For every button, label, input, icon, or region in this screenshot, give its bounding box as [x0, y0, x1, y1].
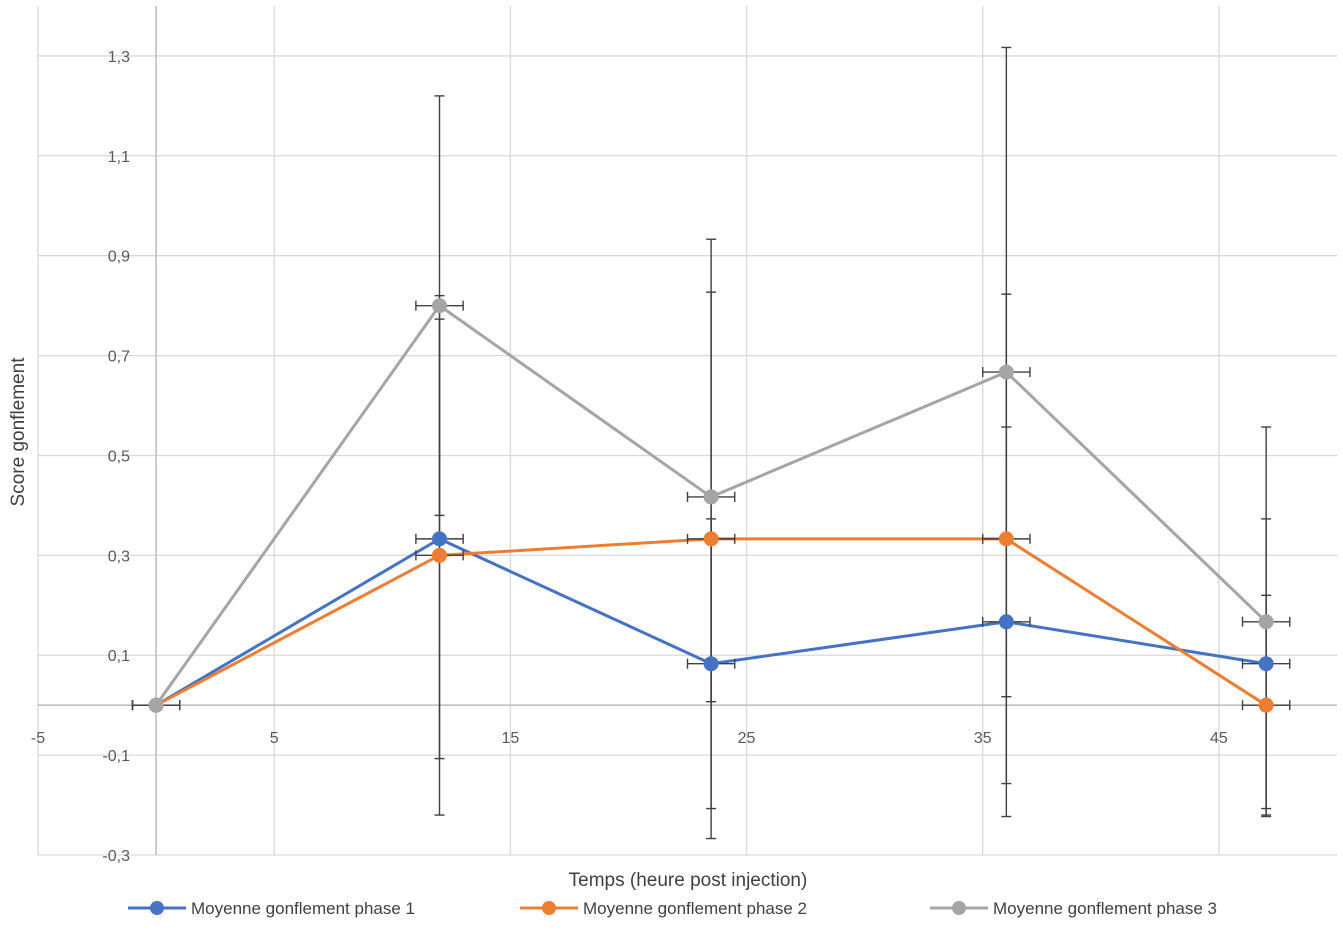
tick-labels: -5 5 15 25 35 45 -0,3 -0,1 0,1 0,3 0,5 0,7 0,9 1,1 1,3 — [31, 49, 1228, 865]
data-point-phase-1 — [998, 614, 1014, 630]
y-tick-label: 0,5 — [108, 448, 130, 465]
x-tick-label: -5 — [31, 730, 45, 747]
y-tick-label: 1,1 — [108, 149, 130, 166]
axes — [38, 6, 1337, 855]
data-point-phase-2 — [432, 547, 448, 563]
y-tick-label: 0,7 — [108, 349, 130, 366]
data-point-phase-3 — [432, 298, 448, 314]
data-point-phase-2 — [998, 531, 1014, 547]
x-tick-label: 35 — [974, 730, 992, 747]
y-tick-label: 1,3 — [108, 49, 130, 66]
data-point-phase-1 — [432, 531, 448, 547]
legend-marker — [952, 901, 966, 915]
x-tick-label: 15 — [501, 730, 519, 747]
legend-marker — [150, 901, 164, 915]
y-tick-label: -0,3 — [102, 848, 130, 865]
data-point-phase-3 — [1258, 614, 1274, 630]
data-point-phase-2 — [703, 531, 719, 547]
data-markers — [148, 298, 1274, 713]
x-tick-label: 5 — [270, 730, 279, 747]
x-tick-label: 45 — [1210, 730, 1228, 747]
x-axis-title: Temps (heure post injection) — [569, 870, 808, 891]
legend-label: Moyenne gonflement phase 1 — [191, 899, 415, 918]
data-point-phase-3 — [703, 489, 719, 505]
data-point-phase-1 — [1258, 656, 1274, 672]
y-tick-label: -0,1 — [102, 748, 130, 765]
y-axis-title: Score gonflement — [8, 357, 29, 507]
y-tick-label: 0,9 — [108, 249, 130, 266]
legend-marker — [542, 901, 556, 915]
x-tick-label: 25 — [738, 730, 756, 747]
legend-label: Moyenne gonflement phase 3 — [993, 899, 1217, 918]
legend-entry-phase-3: Moyenne gonflement phase 3 — [930, 899, 1217, 918]
error-bars — [131, 46, 1291, 840]
legend-entry-phase-1: Moyenne gonflement phase 1 — [128, 899, 415, 918]
data-point-phase-1 — [703, 656, 719, 672]
data-point-phase-3 — [998, 364, 1014, 380]
legend-label: Moyenne gonflement phase 2 — [583, 899, 807, 918]
legend: Moyenne gonflement phase 1 Moyenne gonfle… — [128, 899, 1217, 918]
data-point-phase-3 — [148, 697, 164, 713]
legend-entry-phase-2: Moyenne gonflement phase 2 — [520, 899, 807, 918]
y-tick-label: 0,3 — [108, 548, 130, 565]
y-tick-label: 0,1 — [108, 648, 130, 665]
data-point-phase-2 — [1258, 697, 1274, 713]
gridlines — [37, 6, 1337, 856]
